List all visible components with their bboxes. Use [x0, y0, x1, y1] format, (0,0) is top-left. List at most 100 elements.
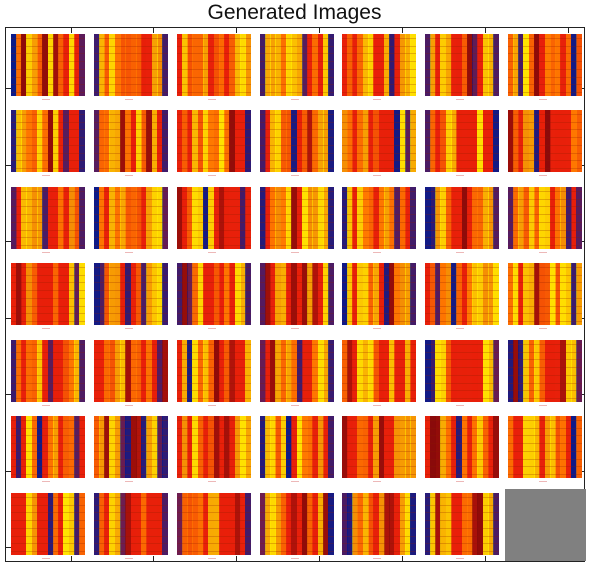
tile-caption-mark	[125, 328, 133, 329]
texture-band	[177, 474, 251, 475]
generated-image-tile	[260, 110, 334, 172]
texture-band	[11, 451, 85, 452]
tile-caption-mark	[125, 175, 133, 176]
image-strip	[328, 34, 334, 96]
generated-image-tile	[94, 110, 168, 172]
texture-band	[425, 282, 499, 283]
image-strip	[425, 340, 431, 402]
tile-caption-mark	[539, 481, 547, 482]
texture-band	[11, 383, 85, 384]
generated-image-tile	[177, 493, 251, 555]
texture-band	[260, 367, 334, 368]
texture-band	[177, 466, 251, 467]
image-strip	[566, 187, 572, 249]
image-strip	[571, 340, 577, 402]
texture-band	[260, 428, 334, 429]
generated-image-tile	[11, 34, 85, 96]
texture-band	[425, 145, 499, 146]
image-strip	[270, 34, 276, 96]
image-strip	[182, 340, 188, 402]
generated-image-tile	[94, 34, 168, 96]
image-strip	[79, 493, 85, 555]
x-tick	[319, 556, 320, 561]
image-strip	[451, 416, 457, 478]
texture-band	[342, 551, 416, 552]
generated-image-tile	[342, 187, 416, 249]
image-strip	[302, 493, 308, 555]
image-strip	[571, 263, 577, 325]
texture-band	[94, 168, 168, 169]
texture-band	[177, 61, 251, 62]
image-strip	[342, 416, 348, 478]
image-strip	[560, 340, 566, 402]
image-strip	[347, 493, 353, 555]
image-strip	[462, 34, 468, 96]
texture-band	[342, 352, 416, 353]
image-strip	[446, 340, 452, 402]
texture-band	[260, 505, 334, 506]
image-strip	[224, 340, 230, 402]
texture-band	[11, 398, 85, 399]
image-strip	[410, 110, 416, 172]
image-strip	[198, 416, 204, 478]
texture-band	[11, 420, 85, 421]
image-strip	[203, 34, 209, 96]
texture-band	[425, 222, 499, 223]
image-strip	[555, 110, 561, 172]
texture-band	[11, 290, 85, 291]
texture-band	[177, 298, 251, 299]
texture-band	[425, 497, 499, 498]
image-strip	[229, 110, 235, 172]
image-strip	[318, 110, 324, 172]
image-strip	[42, 416, 48, 478]
image-strip	[192, 110, 198, 172]
texture-band	[425, 520, 499, 521]
image-strip	[297, 416, 303, 478]
texture-band	[11, 505, 85, 506]
y-tick	[6, 165, 11, 166]
tile-caption-mark	[291, 558, 299, 559]
texture-band	[177, 459, 251, 460]
texture-band	[508, 114, 582, 115]
texture-band	[260, 383, 334, 384]
image-strip	[37, 493, 43, 555]
texture-band	[508, 92, 582, 93]
texture-band	[342, 528, 416, 529]
texture-band	[260, 275, 334, 276]
texture-band	[177, 520, 251, 521]
texture-band	[508, 53, 582, 54]
texture-band	[260, 267, 334, 268]
image-strip	[235, 187, 241, 249]
image-strip	[357, 340, 363, 402]
image-strip	[42, 187, 48, 249]
tile-caption-mark	[291, 252, 299, 253]
image-strip	[400, 110, 406, 172]
image-strip	[523, 110, 529, 172]
texture-band	[11, 497, 85, 498]
image-strip	[120, 493, 126, 555]
texture-band	[11, 282, 85, 283]
texture-band	[260, 451, 334, 452]
texture-band	[177, 153, 251, 154]
texture-band	[94, 199, 168, 200]
tile-caption-mark	[291, 99, 299, 100]
texture-band	[508, 290, 582, 291]
image-strip	[141, 416, 147, 478]
image-strip	[302, 187, 308, 249]
image-strip	[270, 416, 276, 478]
image-strip	[302, 34, 308, 96]
image-strip	[58, 34, 64, 96]
image-strip	[16, 34, 22, 96]
image-strip	[270, 340, 276, 402]
texture-band	[94, 206, 168, 207]
texture-band	[177, 46, 251, 47]
image-strip	[208, 34, 214, 96]
image-strip	[373, 34, 379, 96]
tile-caption-mark	[42, 481, 50, 482]
image-strip	[198, 187, 204, 249]
image-strip	[576, 263, 582, 325]
image-strip	[384, 263, 390, 325]
texture-band	[11, 367, 85, 368]
texture-band	[425, 245, 499, 246]
image-strip	[198, 340, 204, 402]
